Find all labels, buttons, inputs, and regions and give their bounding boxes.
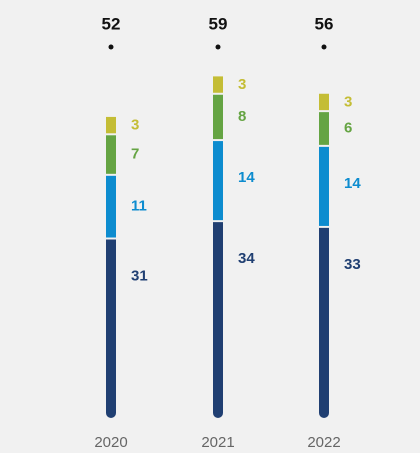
bar-segment (213, 94, 223, 140)
total-label: 59 (209, 14, 228, 33)
x-tick-label: 2020 (94, 434, 127, 451)
bar-segment (106, 175, 116, 238)
segment-label: 3 (238, 76, 246, 93)
bar-segment (106, 116, 116, 134)
segment-label: 6 (344, 119, 352, 136)
total-dot (108, 44, 114, 50)
segment-label: 3 (131, 117, 139, 134)
total-label: 56 (315, 14, 334, 33)
total-label: 52 (102, 14, 121, 33)
segment-label: 8 (238, 108, 246, 125)
segment-label: 14 (238, 169, 255, 186)
x-tick-label: 2021 (201, 434, 234, 451)
bar-segment (319, 112, 329, 145)
x-tick-label: 2022 (307, 434, 340, 451)
bar-segment (106, 135, 116, 174)
bar-segment (319, 227, 329, 418)
bar-segment (106, 239, 116, 418)
bar-segment (319, 146, 329, 226)
segment-label: 34 (238, 250, 255, 267)
total-dot (321, 44, 327, 50)
segment-label: 11 (131, 198, 147, 215)
total-dot (215, 44, 221, 50)
bar-segment (319, 93, 329, 111)
segment-label: 14 (344, 175, 361, 192)
segment-label: 33 (344, 256, 361, 273)
segment-label: 3 (344, 93, 352, 110)
segment-label: 7 (131, 146, 139, 163)
segment-label: 31 (131, 267, 148, 284)
bar-segment (213, 141, 223, 221)
bar-segment (213, 222, 223, 418)
bar-segment (213, 76, 223, 93)
